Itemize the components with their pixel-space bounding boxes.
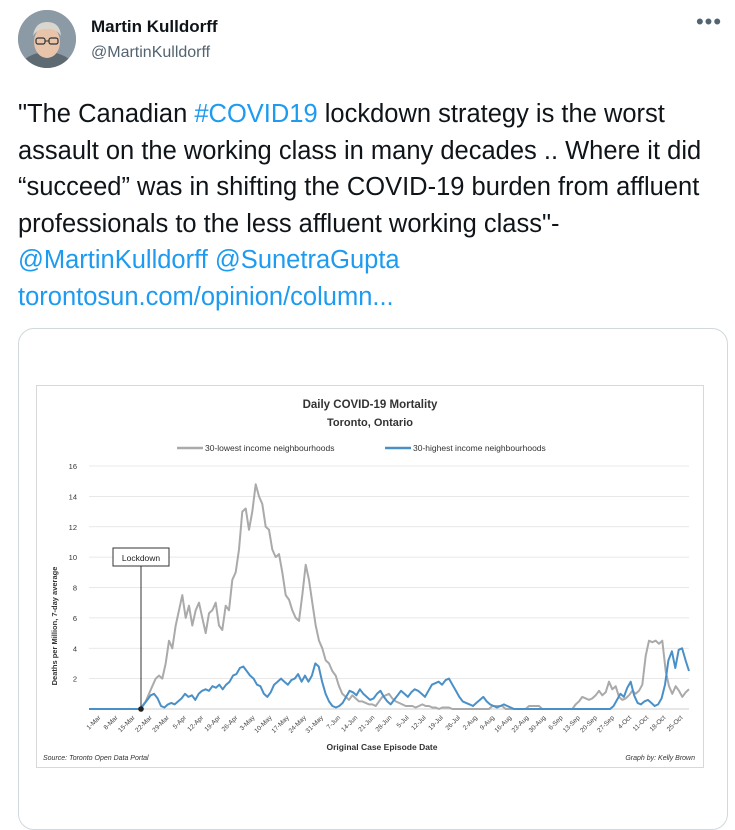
y-axis-label: Deaths per Million, 7-day average xyxy=(50,567,59,686)
y-tick-label: 16 xyxy=(69,462,77,471)
x-tick-label: 1-Mar xyxy=(85,714,103,732)
avatar-photo xyxy=(18,10,76,68)
x-tick-label: 23-Aug xyxy=(511,714,531,734)
mention-link[interactable]: @SunetraGupta xyxy=(214,246,400,274)
x-axis-label: Original Case Episode Date xyxy=(326,742,437,752)
x-tick-label: 5-Jul xyxy=(396,714,411,729)
legend-label-lowest: 30-lowest income neighbourhoods xyxy=(205,443,334,453)
x-tick-label: 27-Sep xyxy=(596,714,616,734)
legend-label-highest: 30-highest income neighbourhoods xyxy=(413,443,546,453)
x-tick-label: 18-Oct xyxy=(649,714,668,733)
lockdown-annotation-label: Lockdown xyxy=(122,553,161,563)
x-tick-label: 14-Jun xyxy=(340,714,359,733)
article-link[interactable]: torontosun.com/opinion/column... xyxy=(18,282,394,311)
x-tick-label: 11-Oct xyxy=(632,714,651,733)
chart-title: Daily COVID-19 Mortality xyxy=(303,399,438,411)
chart-frame: Daily COVID-19 Mortality Toronto, Ontari… xyxy=(36,385,704,768)
x-tick-label: 12-Apr xyxy=(186,714,205,733)
more-horizontal-icon[interactable]: ••• xyxy=(695,9,723,34)
x-tick-label: 16-Aug xyxy=(493,714,513,734)
x-tick-label: 22-Mar xyxy=(134,714,154,734)
x-tick-label: 30-Aug xyxy=(528,714,548,734)
y-tick-label: 10 xyxy=(69,553,77,562)
tweet-text-part: lockdown strategy is the worst assault o… xyxy=(18,100,702,238)
x-tick-label: 19-Jul xyxy=(427,714,445,732)
series-line-highest-income xyxy=(89,647,690,710)
chart-subtitle: Toronto, Ontario xyxy=(327,417,413,429)
mortality-chart: Daily COVID-19 Mortality Toronto, Ontari… xyxy=(43,399,695,762)
x-tick-label: 29-Mar xyxy=(151,714,171,734)
x-tick-label: 21-Jun xyxy=(357,714,376,733)
x-tick-label: 12-Jul xyxy=(410,714,428,732)
author-handle[interactable]: @MartinKulldorff xyxy=(91,44,211,61)
tweet-text: "The Canadian #COVID19 lockdown strategy… xyxy=(18,96,723,315)
y-tick-label: 6 xyxy=(73,614,77,623)
hashtag-link[interactable]: #COVID19 xyxy=(194,100,318,128)
tweet-text-part: "The Canadian xyxy=(18,100,195,128)
y-tick-label: 4 xyxy=(73,644,77,653)
author-name[interactable]: Martin Kulldorff xyxy=(91,17,218,36)
x-tick-label: 25-Oct xyxy=(666,714,685,733)
x-tick-label: 15-Mar xyxy=(117,714,137,734)
lockdown-marker xyxy=(138,706,144,712)
y-tick-label: 12 xyxy=(69,523,77,532)
y-tick-label: 8 xyxy=(73,584,77,593)
x-tick-label: 26-Jul xyxy=(444,714,462,732)
mention-link[interactable]: @MartinKulldorff xyxy=(18,246,208,274)
x-tick-label: 20-Sep xyxy=(579,714,599,734)
x-tick-label: 13-Sep xyxy=(562,714,582,734)
chart-credit: Graph by: Kelly Brown xyxy=(625,755,695,762)
y-tick-label: 2 xyxy=(73,675,77,684)
x-tick-label: 2-Aug xyxy=(462,714,479,731)
x-tick-label: 26-Apr xyxy=(221,714,240,733)
series-line-lowest-income xyxy=(89,483,690,710)
x-tick-label: 19-Apr xyxy=(203,714,222,733)
avatar[interactable] xyxy=(18,10,76,68)
chart-source: Source: Toronto Open Data Portal xyxy=(43,755,149,762)
x-tick-label: 31-May xyxy=(305,714,326,735)
y-tick-label: 14 xyxy=(69,492,77,501)
x-tick-label: 28-Jun xyxy=(374,714,393,733)
tweet-media-card[interactable]: Daily COVID-19 Mortality Toronto, Ontari… xyxy=(18,328,728,830)
